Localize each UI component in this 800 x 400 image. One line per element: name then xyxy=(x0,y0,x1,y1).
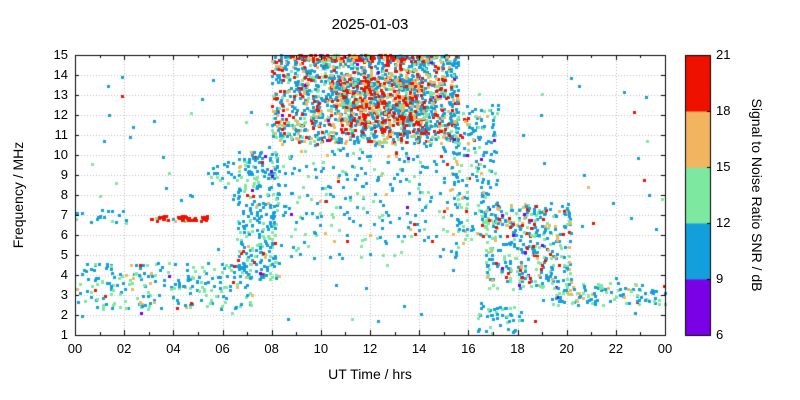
colorbar-tick-label: 21 xyxy=(716,47,731,62)
x-tick-label: 06 xyxy=(215,341,230,356)
y-tick-label: 11 xyxy=(54,127,69,142)
x-tick-label: 00 xyxy=(657,341,673,356)
x-tick-label: 08 xyxy=(264,341,279,356)
plot-title: 2025-01-03 xyxy=(331,16,409,33)
y-tick-label: 12 xyxy=(53,107,68,122)
y-axis-label: Frequency / MHz xyxy=(10,141,26,249)
x-tick-label: 00 xyxy=(67,341,83,356)
y-tick-label: 1 xyxy=(60,327,68,342)
x-tick-label: 10 xyxy=(313,341,329,356)
x-tick-label: 18 xyxy=(510,341,525,356)
x-tick-label: 22 xyxy=(608,341,624,356)
x-tick-label: 16 xyxy=(461,341,476,356)
y-tick-label: 9 xyxy=(60,167,68,182)
y-tick-label: 6 xyxy=(60,227,68,242)
y-tick-label: 5 xyxy=(60,247,68,262)
colorbar-tick-label: 12 xyxy=(716,215,731,230)
y-tick-label: 2 xyxy=(60,307,68,322)
colorbar-tick-label: 6 xyxy=(716,327,724,342)
x-tick-label: 02 xyxy=(116,341,132,356)
colorbar-tick-label: 18 xyxy=(716,103,731,118)
x-tick-label: 14 xyxy=(411,341,427,356)
x-tick-label: 20 xyxy=(559,341,574,356)
y-tick-label: 3 xyxy=(60,287,68,302)
x-axis-label: UT Time / hrs xyxy=(328,366,412,382)
y-tick-label: 15 xyxy=(53,47,68,62)
colorbar-tick-label: 9 xyxy=(716,271,724,286)
colorbar-label: Signal to Noise Ratio SNR / dB xyxy=(749,98,765,292)
y-tick-label: 14 xyxy=(53,67,68,82)
x-tick-label: 04 xyxy=(166,341,181,356)
y-tick-label: 8 xyxy=(60,187,68,202)
colorbar-tick-label: 15 xyxy=(716,159,731,174)
y-tick-label: 4 xyxy=(60,267,68,282)
y-tick-label: 13 xyxy=(53,87,68,102)
x-tick-label: 12 xyxy=(362,341,378,356)
y-tick-label: 7 xyxy=(60,207,68,222)
y-tick-label: 10 xyxy=(53,147,68,162)
